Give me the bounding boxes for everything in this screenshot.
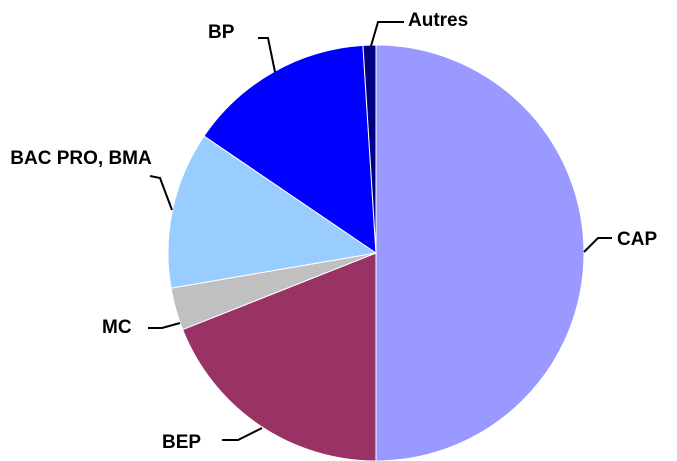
pie-slice	[181, 252, 377, 461]
slice-label: CAP	[617, 229, 658, 250]
slice-label: BEP	[162, 432, 202, 453]
slice-label: MC	[102, 317, 132, 338]
leader-line	[258, 37, 276, 73]
leader-line	[149, 175, 173, 211]
slice-label: Autres	[408, 10, 469, 31]
leader-line	[583, 237, 612, 253]
pie-slice	[167, 135, 378, 289]
slice-label: BAC PRO, BMA	[10, 148, 152, 169]
leader-line	[222, 427, 263, 441]
pie-slice	[375, 44, 585, 461]
slice-label: BP	[208, 22, 235, 43]
pie-slice	[362, 44, 377, 254]
leader-line	[148, 322, 181, 329]
pie-slice	[203, 44, 377, 254]
leader-line	[370, 21, 404, 47]
